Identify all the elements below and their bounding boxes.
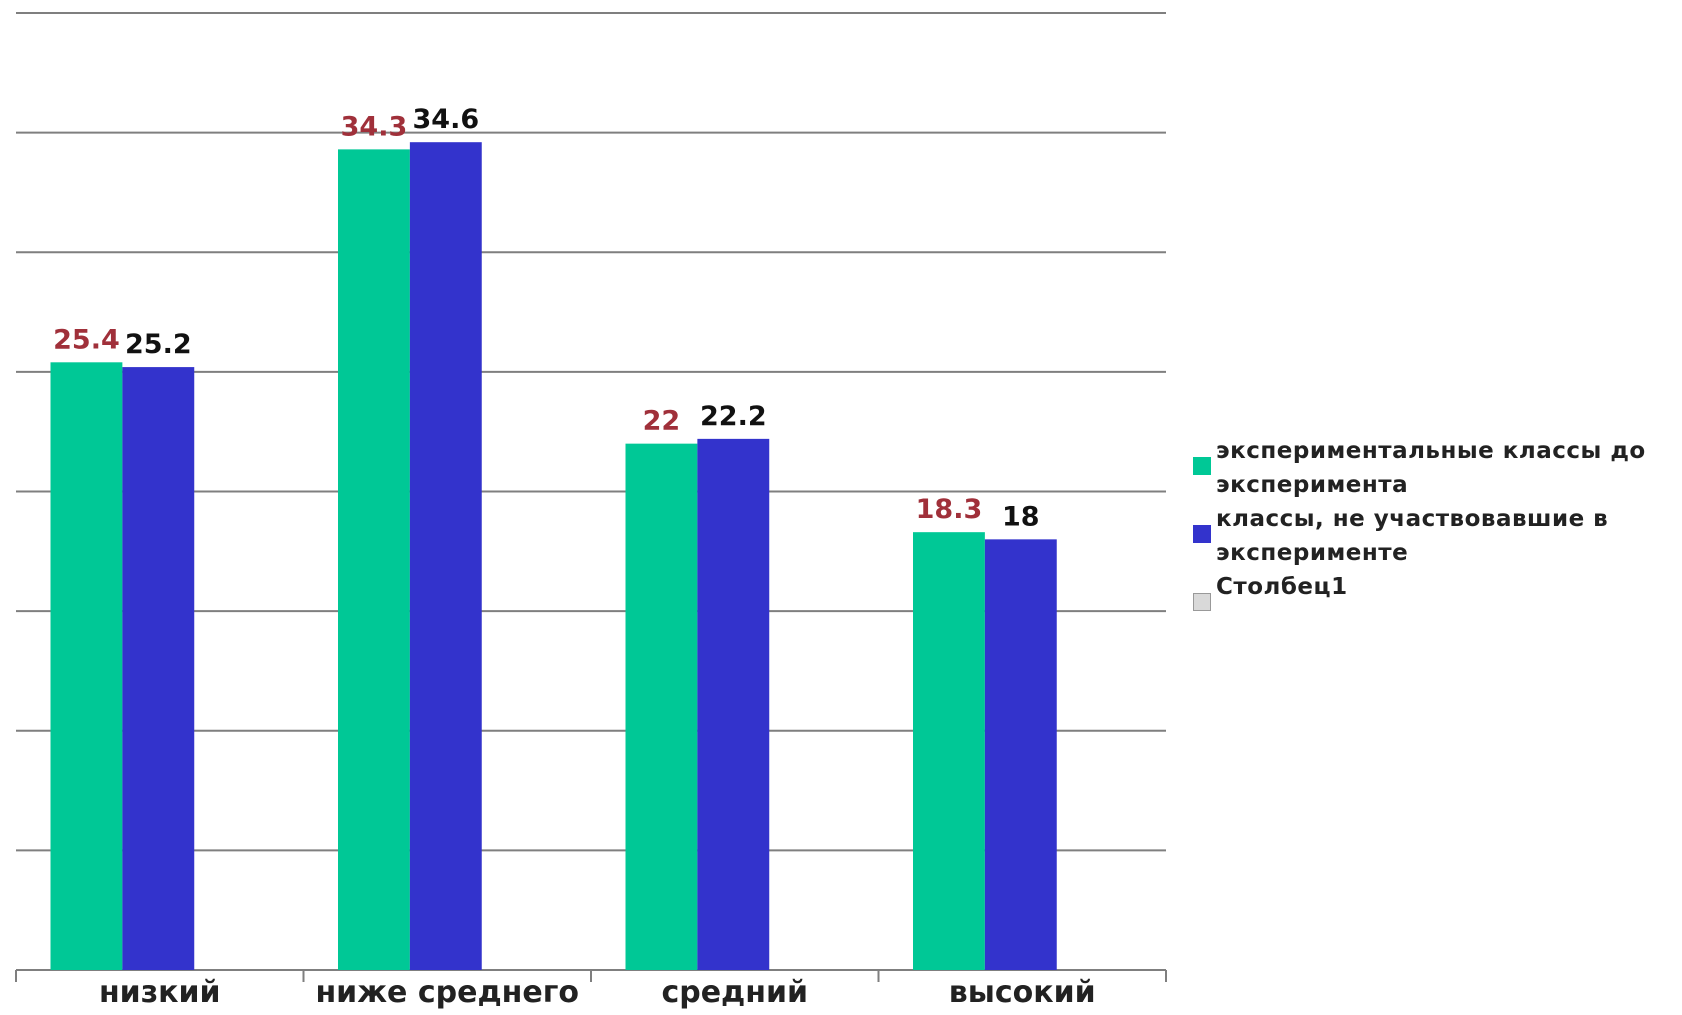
legend-item: экспериментальные классы до эксперимента (1190, 434, 1680, 502)
bar (122, 367, 195, 971)
bar (625, 443, 698, 970)
x-tick-label: высокий (949, 975, 1096, 1010)
bar (409, 142, 482, 970)
bar (913, 532, 985, 970)
legend-item: Столбец1 (1190, 570, 1680, 611)
legend-swatch (1193, 457, 1211, 475)
legend: экспериментальные классы до эксперимента… (1190, 434, 1680, 611)
value-label: 22 (643, 406, 681, 437)
legend-item: классы, не участвовавшие в эксперименте (1190, 502, 1680, 570)
legend-label: экспериментальные классы до эксперимента (1216, 438, 1646, 498)
bar (984, 539, 1057, 970)
value-label: 18 (1002, 501, 1040, 532)
value-label: 22.2 (700, 401, 767, 432)
bar (338, 149, 410, 970)
x-tick-label: низкий (99, 975, 221, 1010)
x-tick-label: средний (661, 975, 808, 1010)
legend-swatch (1193, 593, 1211, 611)
value-label: 34.3 (341, 111, 408, 142)
value-label: 25.2 (125, 329, 192, 360)
legend-label: Столбец1 (1216, 574, 1348, 600)
value-label: 34.6 (413, 104, 480, 135)
value-label: 18.3 (916, 494, 983, 525)
bar (50, 362, 123, 970)
x-tick-label: ниже среднего (315, 975, 579, 1010)
value-label: 25.4 (53, 324, 120, 355)
bar (697, 438, 770, 970)
legend-swatch (1193, 525, 1211, 543)
legend-label: классы, не участвовавшие в эксперименте (1216, 506, 1609, 566)
